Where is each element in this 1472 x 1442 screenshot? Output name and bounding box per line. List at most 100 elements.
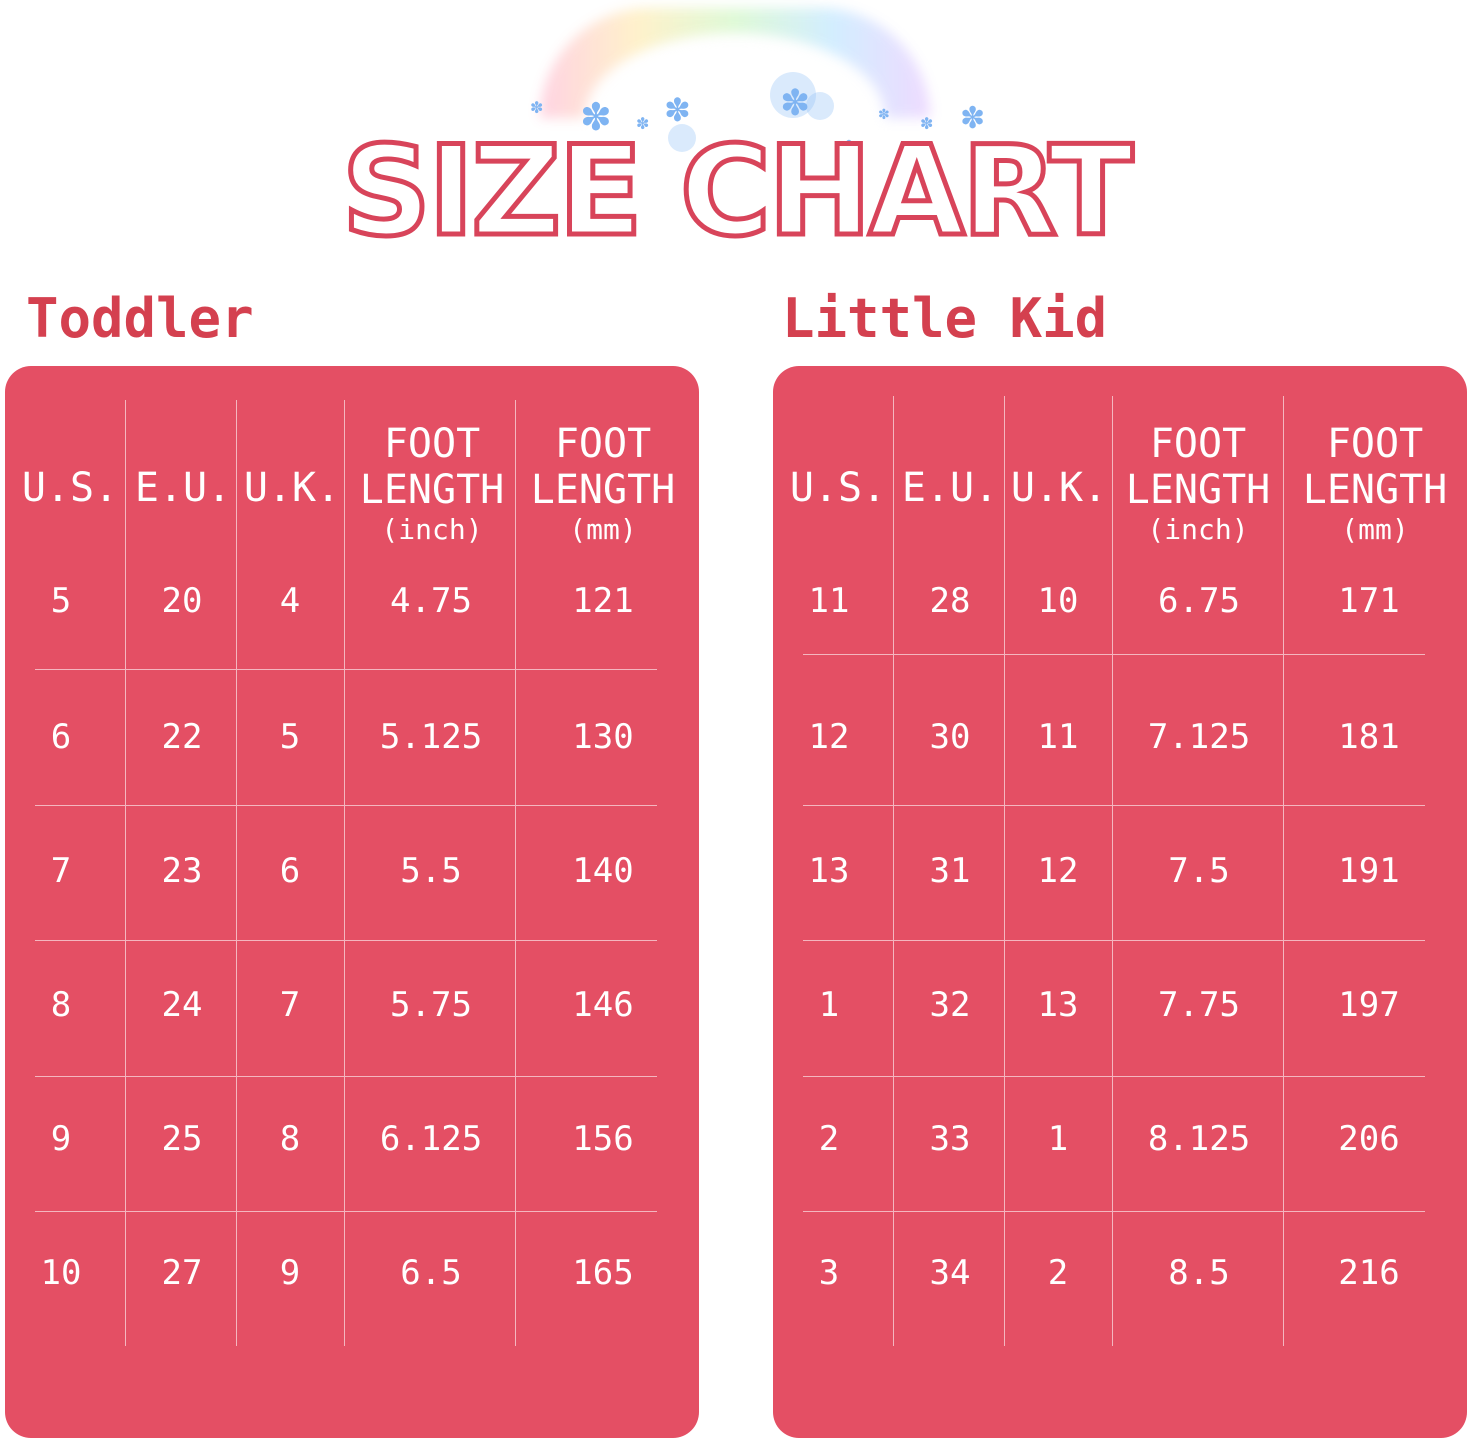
us-cell: 13 xyxy=(808,851,850,891)
header-line: LENGTH xyxy=(1302,467,1448,513)
us-cell: 12 xyxy=(808,717,850,757)
us-cell: 9 xyxy=(50,1119,72,1159)
row-divider xyxy=(35,940,657,941)
foot-length-mm-cell: 140 xyxy=(572,851,634,891)
foot-length-inch-cell: 4.75 xyxy=(390,581,472,621)
header-line: LENGTH xyxy=(359,467,505,513)
flower-icon: ✽ xyxy=(920,114,934,133)
header-unit: (mm) xyxy=(569,513,637,546)
us-cell: 11 xyxy=(808,581,850,621)
row-divider xyxy=(35,1211,657,1212)
eu-cell: 31 xyxy=(929,851,971,891)
foot-length-inch-cell: 8.125 xyxy=(1147,1119,1251,1159)
header-line: FOOT xyxy=(1326,421,1424,467)
eu-cell: 25 xyxy=(161,1119,203,1159)
flower-icon: ✽ xyxy=(960,101,986,136)
foot-length-inch-cell: 6.5 xyxy=(400,1253,462,1293)
eu-cell: 23 xyxy=(161,851,203,891)
header-line: FOOT xyxy=(1149,421,1247,467)
little-kid-size-table: U.S. E.U. U.K. FOOT LENGTH (inch) FOOT L… xyxy=(773,366,1467,1438)
uk-cell: 12 xyxy=(1037,851,1079,891)
uk-cell: 8 xyxy=(279,1119,301,1159)
foot-length-inch-cell: 6.125 xyxy=(379,1119,483,1159)
us-cell: 5 xyxy=(50,581,72,621)
us-cell: 1 xyxy=(818,985,840,1025)
uk-cell: 11 xyxy=(1037,717,1079,757)
foot-length-mm-cell: 156 xyxy=(572,1119,634,1159)
column-header-foot-length-inch: FOOT LENGTH (inch) xyxy=(1113,424,1283,544)
column-header-uk: U.K. xyxy=(1010,465,1108,511)
column-divider xyxy=(125,400,126,1346)
eu-cell: 20 xyxy=(161,581,203,621)
column-divider xyxy=(344,400,345,1346)
us-cell: 10 xyxy=(40,1253,82,1293)
bubble-decoration xyxy=(806,92,834,120)
header-line: LENGTH xyxy=(1125,467,1271,513)
foot-length-inch-cell: 7.75 xyxy=(1158,985,1240,1025)
row-divider xyxy=(803,1211,1425,1212)
foot-length-inch-cell: 5.75 xyxy=(390,985,472,1025)
column-header-foot-length-inch: FOOT LENGTH (inch) xyxy=(347,424,517,544)
header-line: FOOT xyxy=(383,421,481,467)
header-line: LENGTH xyxy=(530,467,676,513)
column-header-foot-length-mm: FOOT LENGTH (mm) xyxy=(1285,424,1465,544)
bubble-decoration xyxy=(770,72,816,118)
toddler-heading: Toddler xyxy=(26,287,254,350)
row-divider xyxy=(35,669,657,670)
column-header-foot-length-mm: FOOT LENGTH (mm) xyxy=(517,424,689,544)
eu-cell: 22 xyxy=(161,717,203,757)
foot-length-mm-cell: 165 xyxy=(572,1253,634,1293)
row-divider xyxy=(803,940,1425,941)
rainbow-decoration xyxy=(540,8,930,118)
us-cell: 3 xyxy=(818,1253,840,1293)
foot-length-mm-cell: 197 xyxy=(1338,985,1400,1025)
row-divider xyxy=(803,654,1425,655)
header-line: FOOT xyxy=(554,421,652,467)
eu-cell: 33 xyxy=(929,1119,971,1159)
eu-cell: 34 xyxy=(929,1253,971,1293)
foot-length-mm-cell: 181 xyxy=(1338,717,1400,757)
uk-cell: 9 xyxy=(279,1253,301,1293)
table-grid xyxy=(773,366,1467,1438)
eu-cell: 27 xyxy=(161,1253,203,1293)
column-divider xyxy=(236,400,237,1346)
column-divider xyxy=(893,396,894,1346)
table-grid xyxy=(5,366,699,1438)
uk-cell: 7 xyxy=(279,985,301,1025)
flower-icon: ✽ xyxy=(664,91,691,129)
little-kid-heading: Little Kid xyxy=(782,287,1108,350)
foot-length-inch-cell: 6.75 xyxy=(1158,581,1240,621)
uk-cell: 4 xyxy=(279,581,301,621)
eu-cell: 30 xyxy=(929,717,971,757)
foot-length-inch-cell: 8.5 xyxy=(1168,1253,1230,1293)
header-unit: (mm) xyxy=(1341,513,1409,546)
uk-cell: 6 xyxy=(279,851,301,891)
foot-length-inch-cell: 5.5 xyxy=(400,851,462,891)
flower-icon: ✽ xyxy=(636,114,650,133)
us-cell: 2 xyxy=(818,1119,840,1159)
uk-cell: 5 xyxy=(279,717,301,757)
us-cell: 7 xyxy=(50,851,72,891)
foot-length-mm-cell: 146 xyxy=(572,985,634,1025)
column-header-eu: E.U. xyxy=(134,465,232,511)
toddler-size-table: U.S. E.U. U.K. FOOT LENGTH (inch) FOOT L… xyxy=(5,366,699,1438)
eu-cell: 28 xyxy=(929,581,971,621)
eu-cell: 32 xyxy=(929,985,971,1025)
bubble-decoration xyxy=(668,124,696,152)
flower-icon: ✽ xyxy=(838,136,860,166)
foot-length-mm-cell: 130 xyxy=(572,717,634,757)
flower-icon: ✽ xyxy=(878,107,890,123)
column-divider xyxy=(1004,396,1005,1346)
column-header-us: U.S. xyxy=(789,465,887,511)
foot-length-mm-cell: 206 xyxy=(1338,1119,1400,1159)
us-cell: 6 xyxy=(50,717,72,757)
flower-icon: ✽ xyxy=(580,95,612,139)
foot-length-inch-cell: 7.5 xyxy=(1168,851,1230,891)
column-divider xyxy=(1283,396,1284,1346)
foot-length-mm-cell: 191 xyxy=(1338,851,1400,891)
row-divider xyxy=(35,1076,657,1077)
foot-length-inch-cell: 5.125 xyxy=(379,717,483,757)
flower-icon: ✽ xyxy=(780,83,811,124)
flower-icon: ✽ xyxy=(530,98,544,117)
eu-cell: 24 xyxy=(161,985,203,1025)
